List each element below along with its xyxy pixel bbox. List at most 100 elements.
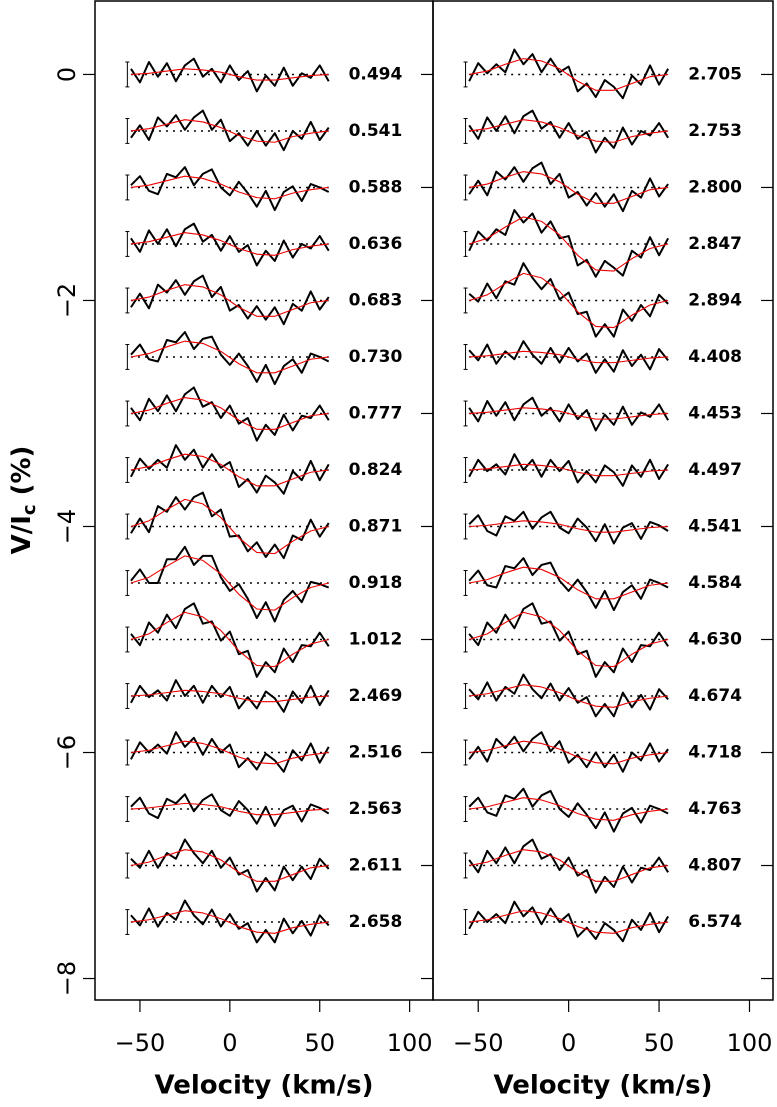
model-profile [130,689,329,703]
model-profile [130,175,329,200]
error-bar [125,852,130,879]
x-tick-label: 50 [644,1029,675,1057]
phase-label: 2.753 [688,121,742,141]
observed-profile [468,396,669,432]
phase-label: 2.800 [688,177,742,197]
error-bar [125,400,130,427]
phase-label: 2.894 [688,290,742,310]
observed-profile [130,793,330,827]
model-profile [469,684,669,708]
model-profile [469,119,669,143]
phase-label: 2.469 [349,686,403,706]
model-profile [130,340,329,374]
model-profile [469,463,669,477]
observed-profile [468,209,669,278]
observed-profile [468,510,669,545]
model-profile [130,849,329,882]
phase-label: 2.658 [349,912,403,932]
model-profile [469,58,669,91]
phase-label: 4.497 [688,460,742,480]
phase-label: 2.705 [688,64,742,84]
x-axis-label: Velocity (km/s) [155,1071,374,1101]
error-bar [125,513,130,540]
observed-profile [468,557,669,612]
model-profile [130,910,329,934]
model-profile [469,350,669,364]
observed-profile [130,679,330,713]
phase-label: 0.588 [349,177,403,197]
observed-profile [130,57,330,93]
x-tick-label: 100 [727,1029,773,1057]
error-bar [125,61,130,88]
observed-profile [130,731,330,773]
observed-profile [130,166,330,212]
error-bar [463,287,468,314]
error-bar [463,61,468,88]
error-bar [463,683,468,709]
y-axis-label-unit: (%) [7,446,37,505]
error-bar [463,796,468,822]
model-profile [469,740,669,765]
observed-profile [130,899,330,944]
plot-frame [432,0,774,1001]
model-profile [469,407,669,420]
observed-profile [130,444,330,495]
observed-profile [468,453,669,487]
error-bar [463,457,468,483]
y-tick-label: −6 [53,735,81,770]
x-tick-label: 100 [387,1029,433,1057]
error-bar [125,174,130,201]
observed-profile [468,48,669,100]
x-axis-label: Velocity (km/s) [494,1071,713,1101]
error-bar [463,344,468,370]
observed-profile [130,386,330,442]
phase-label: 4.718 [688,743,742,763]
x-tick-label: 0 [561,1029,576,1057]
model-profile [130,68,329,81]
phase-label: 2.563 [349,799,403,819]
phase-label: 4.453 [688,403,742,423]
error-bar [463,174,468,201]
y-axis-label-main: V/I [7,515,37,554]
phase-label: 2.611 [349,856,403,876]
phase-label: 4.674 [688,686,742,706]
observed-profile [468,838,669,894]
error-bar [463,231,468,257]
error-bar [125,287,130,314]
phase-label: 2.847 [688,234,742,254]
error-bar [463,513,468,540]
observed-profile [130,602,330,678]
model-profile [469,566,669,600]
observed-profile [130,274,330,326]
error-bar [463,118,468,144]
x-tick-label: −50 [115,1029,166,1057]
y-tick-label: −8 [53,961,81,996]
x-tick-label: 0 [222,1029,237,1057]
model-profile [469,520,669,533]
phase-label: 4.763 [688,799,742,819]
model-profile [469,171,669,204]
observed-profile [468,673,669,718]
model-profile [469,849,669,882]
error-bar [125,739,130,766]
error-bar [125,231,130,257]
y-tick-label: 0 [53,67,81,82]
observed-profile [130,222,330,267]
observed-profile [468,787,669,833]
phase-label: 4.408 [688,347,742,367]
observed-profile [468,340,669,374]
error-bar [125,118,130,144]
model-profile [469,797,669,821]
y-axis-label-sub: c [19,504,40,515]
observed-profile [468,161,669,213]
model-profile [130,740,329,765]
phase-label: 0.636 [349,234,403,254]
model-profile [130,555,329,611]
phase-label: 4.584 [688,573,742,593]
plot-frame [94,0,434,1001]
observed-profile [468,109,669,154]
model-profile [130,232,329,256]
error-bar [463,400,468,427]
phase-label: 4.541 [688,516,742,536]
